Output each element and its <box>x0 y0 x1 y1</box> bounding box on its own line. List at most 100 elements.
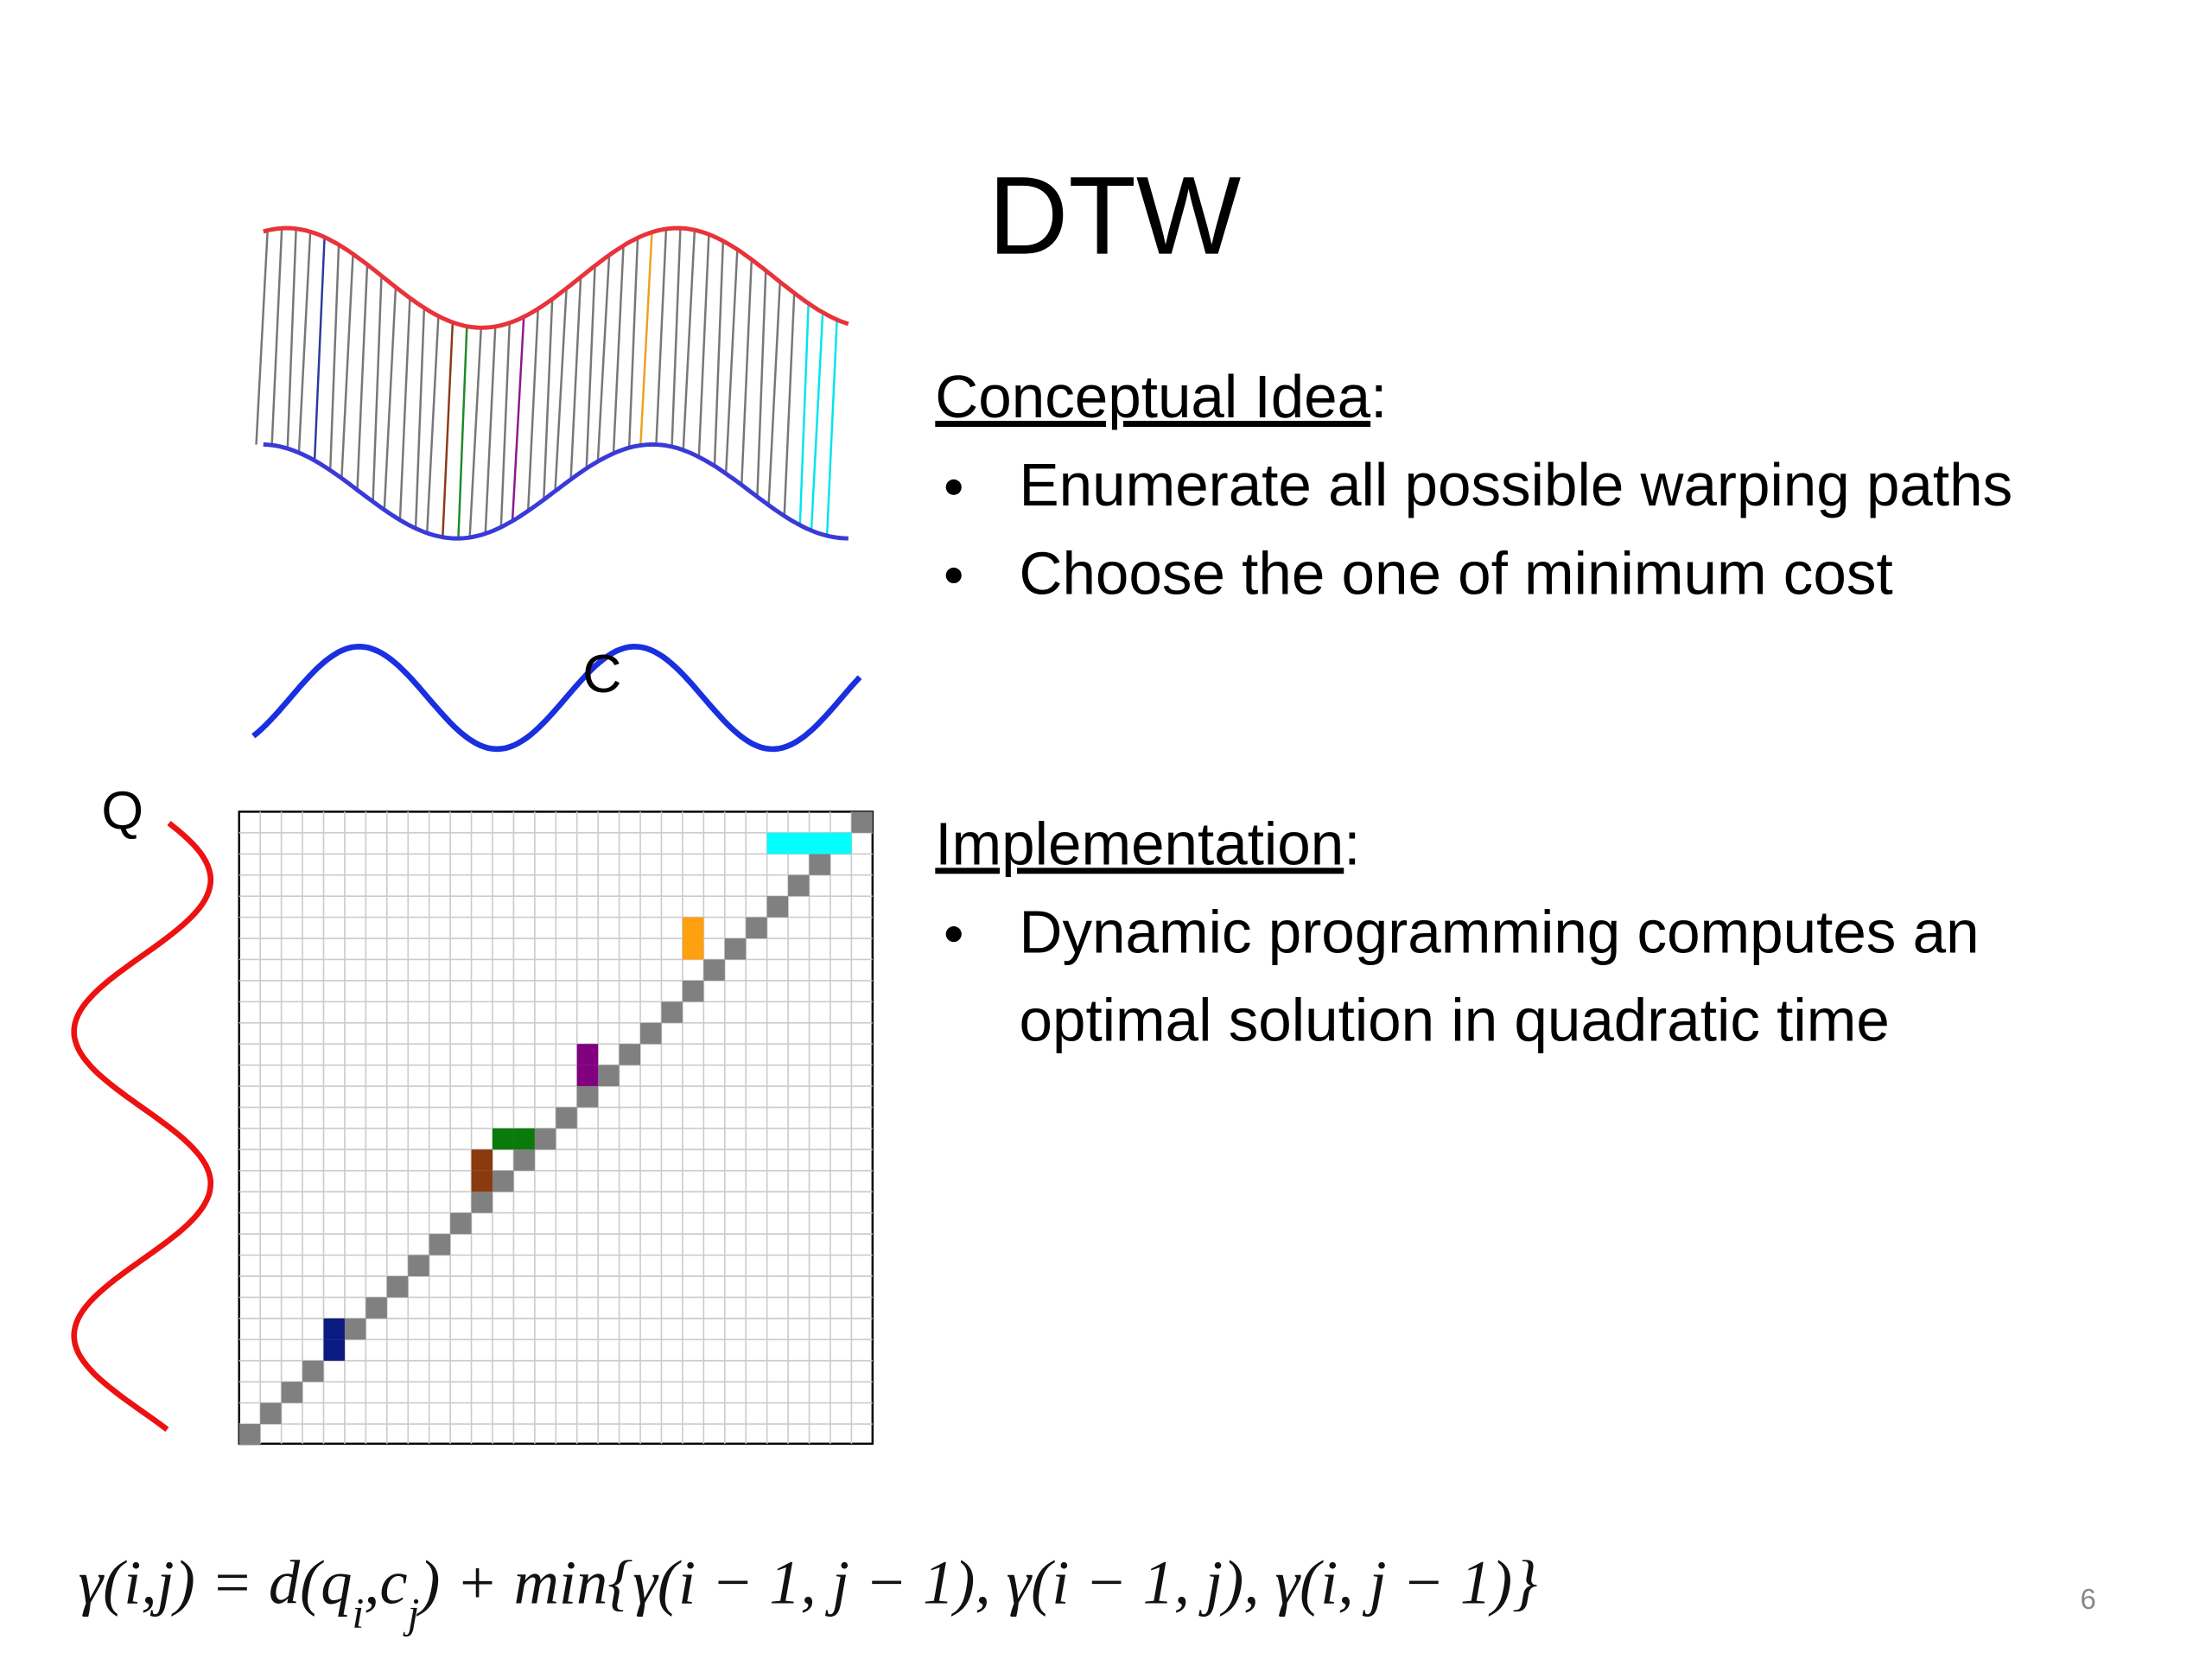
heading-suffix: : <box>1344 810 1360 877</box>
warp-link <box>398 297 411 520</box>
illustration <box>71 226 874 1446</box>
path-cell <box>788 874 810 897</box>
path-cell <box>302 1360 324 1382</box>
path-cell <box>323 1318 345 1340</box>
warp-link <box>639 232 653 446</box>
warp-link <box>499 322 511 528</box>
bullet-text: Choose the one of minimum cost <box>1020 539 1893 607</box>
warp-link <box>425 315 440 533</box>
warp-link <box>767 282 781 505</box>
path-cell <box>408 1255 429 1276</box>
path-cell <box>471 1192 493 1213</box>
heading-label: Implementation <box>935 810 1344 877</box>
warp-link <box>671 228 682 448</box>
bullet-dot <box>945 479 962 495</box>
path-cell <box>429 1234 451 1255</box>
path-cell <box>640 1022 662 1045</box>
warp-link <box>442 321 454 537</box>
formula-part: i <box>353 1589 365 1637</box>
path-cell <box>513 1149 535 1171</box>
warp-link <box>297 232 312 453</box>
warp-link <box>798 303 810 525</box>
formula-part: γ(i,j) = d(q <box>79 1547 353 1617</box>
path-cell <box>724 938 747 960</box>
path-cell <box>746 917 767 939</box>
warp-link <box>655 228 668 445</box>
series-curve <box>263 442 849 541</box>
series-label: Q <box>101 780 143 841</box>
path-cell <box>238 1424 261 1446</box>
bullet-dot <box>945 567 962 584</box>
path-cell <box>450 1212 472 1235</box>
formula-part: ,c <box>364 1547 407 1617</box>
path-cell <box>386 1275 409 1298</box>
path-cell <box>576 1044 599 1065</box>
path-cell <box>471 1170 493 1192</box>
bullet-text: optimal solution in quadratic time <box>1020 987 1890 1054</box>
path-cell <box>534 1128 556 1150</box>
formula: γ(i,j) = d(qi,cj) + min{γ(i − 1, j − 1),… <box>79 1547 1538 1636</box>
path-cell <box>513 1128 535 1150</box>
warp-link <box>340 253 354 479</box>
path-cell <box>281 1382 303 1403</box>
path-cell <box>830 832 852 855</box>
heading-suffix: : <box>1370 363 1387 430</box>
warp-link <box>468 327 483 538</box>
warp-link <box>286 228 297 449</box>
warp-link <box>372 276 383 502</box>
path-cell <box>703 959 725 981</box>
warp-link <box>627 238 639 448</box>
path-cell <box>344 1318 366 1340</box>
path-cell <box>598 1065 620 1087</box>
warp-link <box>612 245 625 454</box>
warp-link <box>356 264 369 491</box>
bullet-dot <box>945 926 962 943</box>
path-cell <box>682 938 704 960</box>
warp-link <box>543 299 554 500</box>
section-heading: Conceptual Idea: <box>935 363 1387 430</box>
path-cell <box>682 980 704 1002</box>
path-cell <box>576 1086 599 1108</box>
path-cell <box>619 1044 641 1065</box>
path-cell <box>323 1339 345 1361</box>
warp-link <box>270 228 283 446</box>
path-cell <box>492 1170 514 1192</box>
path-cell <box>556 1107 577 1128</box>
path-cell <box>492 1128 514 1150</box>
bullet-text: Enumerate all possible warping paths <box>1020 451 2013 518</box>
warp-link <box>569 276 582 480</box>
page-number: 6 <box>2081 1583 2096 1615</box>
warp-link <box>585 265 596 469</box>
path-cell <box>471 1149 493 1171</box>
warp-link <box>825 319 838 537</box>
warp-link <box>255 230 269 445</box>
path-cell <box>809 832 830 855</box>
warp-link <box>741 259 753 486</box>
warp-link <box>596 255 611 462</box>
warp-link <box>457 326 468 539</box>
warp-link <box>682 230 696 450</box>
warp-link <box>383 287 397 511</box>
path-cell <box>766 832 789 855</box>
warp-link <box>414 308 426 529</box>
warp-link <box>756 270 767 497</box>
heading-label: Conceptual Idea <box>935 363 1370 430</box>
path-cell <box>766 896 789 918</box>
series-c-curve <box>251 644 862 753</box>
path-cell <box>682 917 704 939</box>
section-heading: Implementation: <box>935 810 1360 877</box>
path-cell <box>576 1065 599 1087</box>
path-cell <box>809 854 830 875</box>
formula-part: ) + min{γ(i − 1, j − 1), γ(i − 1, j), γ(… <box>416 1547 1537 1617</box>
bullet-text: Dynamic programming computes an <box>1020 898 1980 965</box>
warp-link <box>810 312 824 531</box>
series-label: C <box>582 644 621 704</box>
warp-link <box>511 316 525 522</box>
path-cell <box>851 811 873 833</box>
warp-link <box>554 288 568 492</box>
series-curve <box>263 226 849 330</box>
warp-link <box>526 308 539 512</box>
slide-title: DTW <box>988 155 1242 278</box>
